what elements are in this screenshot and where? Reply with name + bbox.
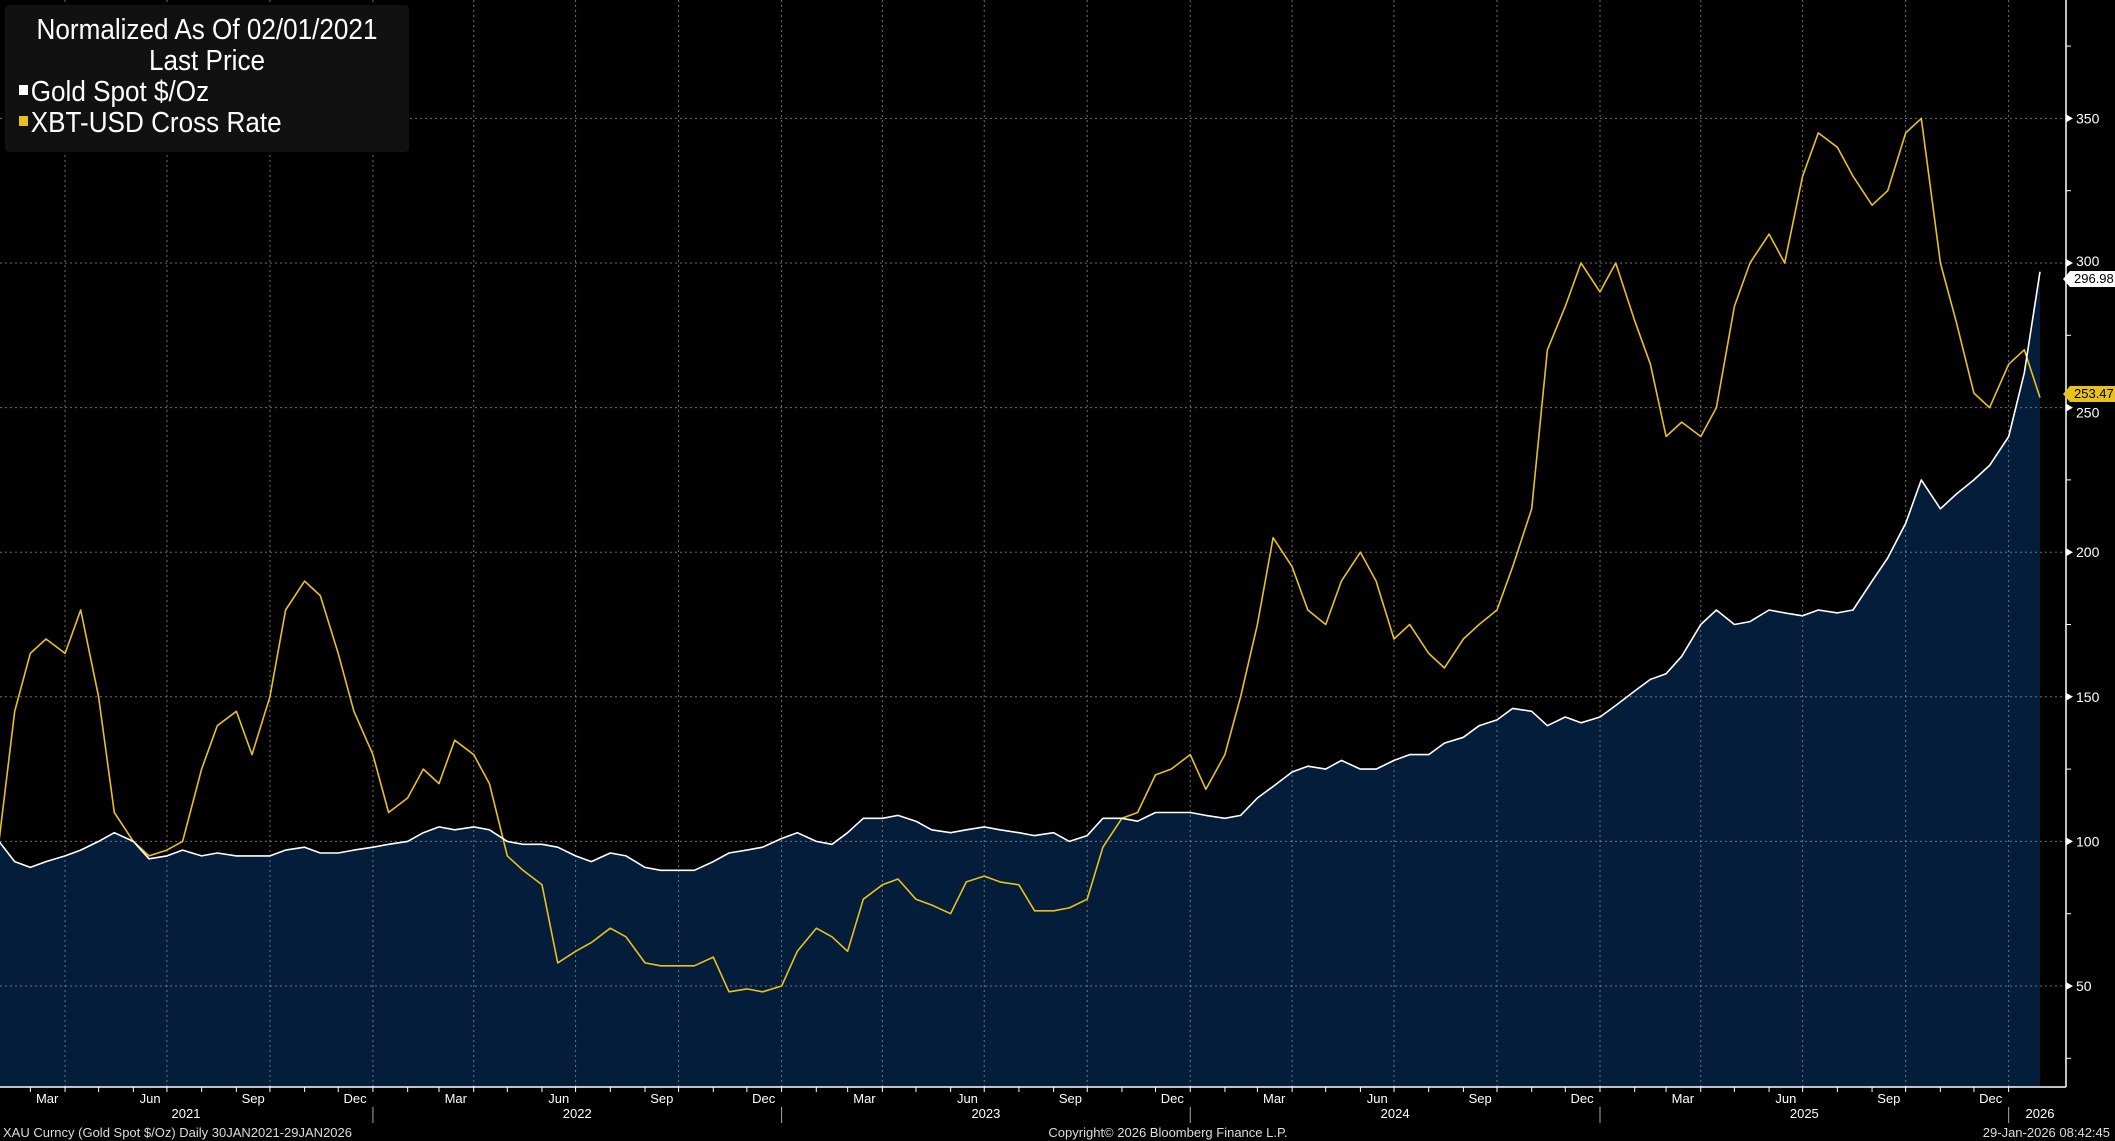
btc-series-line (0, 117, 2041, 993)
legend-item-btc: XBT-USD Cross Rate (19, 108, 282, 139)
x-month-label: Sep (1877, 1091, 1900, 1106)
y-tick-label: 50 (2076, 978, 2092, 994)
x-month-label: Sep (650, 1091, 673, 1106)
last-value-tag-btc: 253.47 (2063, 385, 2115, 402)
x-month-label: Dec (1571, 1091, 1595, 1106)
y-axis-tick-marker (2066, 114, 2073, 123)
x-month-label: Dec (1161, 1091, 1185, 1106)
footer-security-info: XAU Curncy (Gold Spot $/Oz) Daily 30JAN2… (3, 1125, 352, 1140)
legend-label: Gold Spot $/Oz (30, 76, 210, 108)
x-month-label: Jun (957, 1091, 978, 1106)
x-month-label: Jun (140, 1091, 161, 1106)
x-month-label: Mar (853, 1091, 876, 1106)
x-month-label: Mar (1263, 1091, 1286, 1106)
x-month-label: Sep (242, 1091, 265, 1106)
y-axis-tick-marker (2066, 548, 2073, 557)
x-month-label: Sep (1059, 1091, 1082, 1106)
legend-label: XBT-USD Cross Rate (30, 107, 282, 139)
x-month-label: Dec (752, 1091, 776, 1106)
legend-title: Normalized As Of 02/01/2021 (36, 14, 378, 46)
x-month-label: Jun (1775, 1091, 1796, 1106)
footer-copyright: Copyright© 2026 Bloomberg Finance L.P. (1048, 1125, 1288, 1140)
x-year-label: 2025 (1790, 1106, 1819, 1121)
legend-swatch-white (19, 85, 28, 96)
x-month-label: Dec (1979, 1091, 2003, 1106)
y-axis-tick-marker (2066, 692, 2073, 701)
y-axis-tick-marker (2066, 982, 2073, 990)
x-month-label: Jun (548, 1091, 569, 1106)
x-year-label: 2024 (1381, 1106, 1410, 1121)
gold-area-fill (0, 271, 2040, 1087)
x-month-label: Dec (343, 1091, 367, 1106)
y-tick-label: 200 (2076, 544, 2100, 560)
x-month-label: Mar (1672, 1091, 1695, 1106)
x-month-label: Sep (1469, 1091, 1492, 1106)
y-tick-label: 150 (2076, 689, 2100, 705)
chart-legend: Normalized As Of 02/01/2021 Last Price G… (5, 5, 409, 152)
legend-swatch-yellow (19, 116, 28, 127)
last-value-tag-gold: 296.98 (2063, 271, 2115, 287)
y-tick-label: 300 (2076, 253, 2100, 269)
y-tick-label: 100 (2076, 833, 2100, 849)
y-axis-tick-marker (2066, 259, 2073, 267)
x-month-label: Mar (445, 1091, 468, 1106)
x-year-label: 2022 (563, 1106, 592, 1121)
y-tick-label: 250 (2076, 405, 2100, 421)
x-month-label: Mar (36, 1091, 59, 1106)
legend-item-gold: Gold Spot $/Oz (19, 77, 209, 108)
y-tick-label: 350 (2076, 110, 2100, 126)
x-year-label: 2023 (971, 1106, 1000, 1121)
gold-series-line (0, 271, 2041, 872)
x-month-label: Jun (1367, 1091, 1388, 1106)
legend-subtitle: Last Price (148, 45, 266, 77)
footer-timestamp: 29-Jan-2026 08:42:45 (1982, 1125, 2110, 1140)
x-year-label: 2026 (2026, 1106, 2055, 1121)
y-axis-tick-marker (2066, 403, 2073, 412)
y-axis-tick-marker (2066, 837, 2073, 846)
x-year-label: 2021 (172, 1106, 201, 1121)
